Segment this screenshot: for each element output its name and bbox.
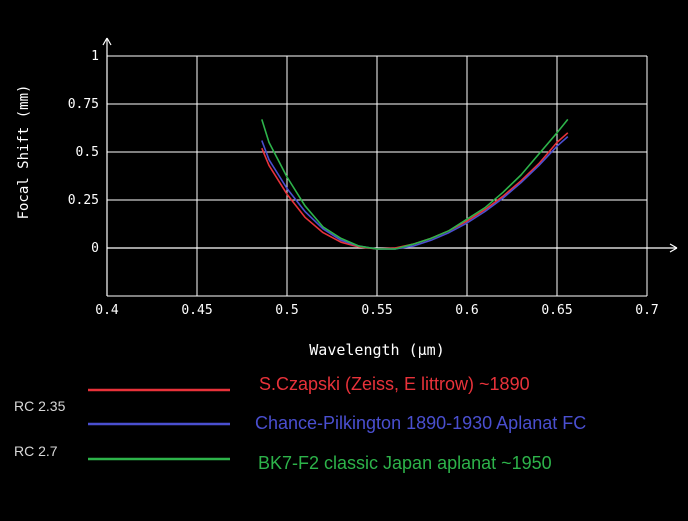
legend: S.Czapski (Zeiss, E littrow) ~1890 RC 2.… xyxy=(14,374,586,473)
chart-axes xyxy=(102,37,678,296)
y-tick-label: 1 xyxy=(91,49,99,64)
x-tick-label: 0.55 xyxy=(361,303,392,318)
x-tick-label: 0.6 xyxy=(455,303,478,318)
y-tick-label: 0 xyxy=(91,241,99,256)
x-tick-labels: 0.4 0.45 0.5 0.55 0.6 0.65 0.7 xyxy=(95,303,658,318)
legend-rc-chance: RC 2.35 xyxy=(14,398,66,414)
x-axis-label: Wavelength (µm) xyxy=(309,341,444,359)
y-axis-arrow xyxy=(102,37,112,46)
series-line-0 xyxy=(261,132,569,250)
y-tick-label: 0.5 xyxy=(76,145,99,160)
y-tick-labels: 0 0.25 0.5 0.75 1 xyxy=(68,49,99,256)
legend-label-czapski: S.Czapski (Zeiss, E littrow) ~1890 xyxy=(259,374,530,394)
chart-grid xyxy=(106,55,648,297)
y-tick-label: 0.25 xyxy=(68,193,99,208)
series-line-2 xyxy=(261,118,569,250)
x-tick-label: 0.45 xyxy=(181,303,212,318)
series-line-1 xyxy=(261,136,569,250)
legend-rc-bk7: RC 2.7 xyxy=(14,443,58,459)
chart-series xyxy=(261,118,569,250)
legend-label-chance: Chance-Pilkington 1890-1930 Aplanat FC xyxy=(255,413,586,433)
x-tick-label: 0.65 xyxy=(541,303,572,318)
x-tick-label: 0.4 xyxy=(95,303,119,318)
y-tick-label: 0.75 xyxy=(68,97,99,112)
y-axis-label: Focal Shift (mm) xyxy=(16,85,32,220)
x-axis-arrow xyxy=(669,243,678,253)
legend-label-bk7: BK7-F2 classic Japan aplanat ~1950 xyxy=(258,453,552,473)
x-tick-label: 0.7 xyxy=(635,303,658,318)
x-tick-label: 0.5 xyxy=(275,303,298,318)
